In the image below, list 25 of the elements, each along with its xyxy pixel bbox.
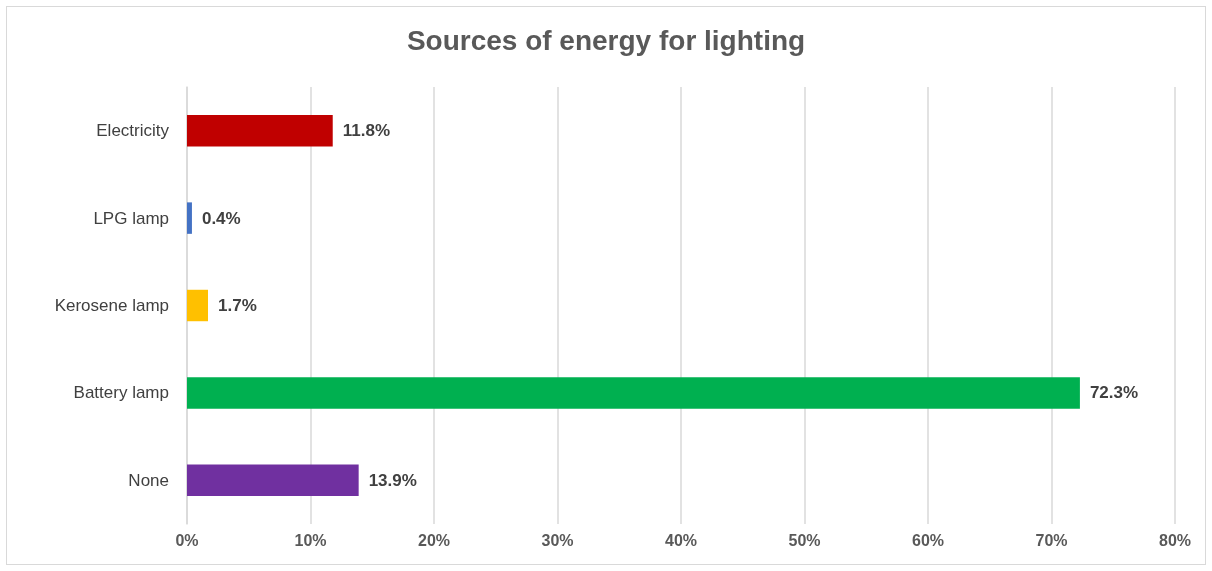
y-tick-label: None bbox=[128, 470, 169, 490]
y-tick-label: Electricity bbox=[96, 121, 170, 141]
bar bbox=[187, 377, 1080, 409]
bar bbox=[187, 289, 208, 322]
x-tick-label: 10% bbox=[294, 531, 327, 549]
data-label: 13.9% bbox=[368, 470, 417, 490]
x-tick-label: 70% bbox=[1035, 531, 1068, 549]
data-label: 0.4% bbox=[201, 208, 241, 228]
x-tick-label: 30% bbox=[541, 531, 574, 549]
x-tick-label: 80% bbox=[1158, 531, 1192, 549]
data-label: 1.7% bbox=[217, 296, 257, 315]
y-tick-label: Kerosene lamp bbox=[54, 296, 169, 315]
x-tick-label: 40% bbox=[664, 531, 698, 549]
bar bbox=[187, 114, 333, 147]
y-tick-label: Battery lamp bbox=[73, 383, 169, 403]
x-tick-label: 20% bbox=[417, 531, 451, 549]
bar bbox=[187, 202, 192, 234]
x-tick-label: 0% bbox=[175, 531, 199, 549]
chart-title: Sources of energy for lighting bbox=[406, 24, 806, 56]
x-tick-label: 60% bbox=[911, 531, 945, 549]
data-label: 72.3% bbox=[1089, 383, 1139, 403]
x-tick-label: 50% bbox=[788, 531, 821, 549]
y-tick-label: LPG lamp bbox=[93, 208, 169, 228]
bar bbox=[187, 464, 359, 497]
data-label: 11.8% bbox=[342, 121, 390, 141]
